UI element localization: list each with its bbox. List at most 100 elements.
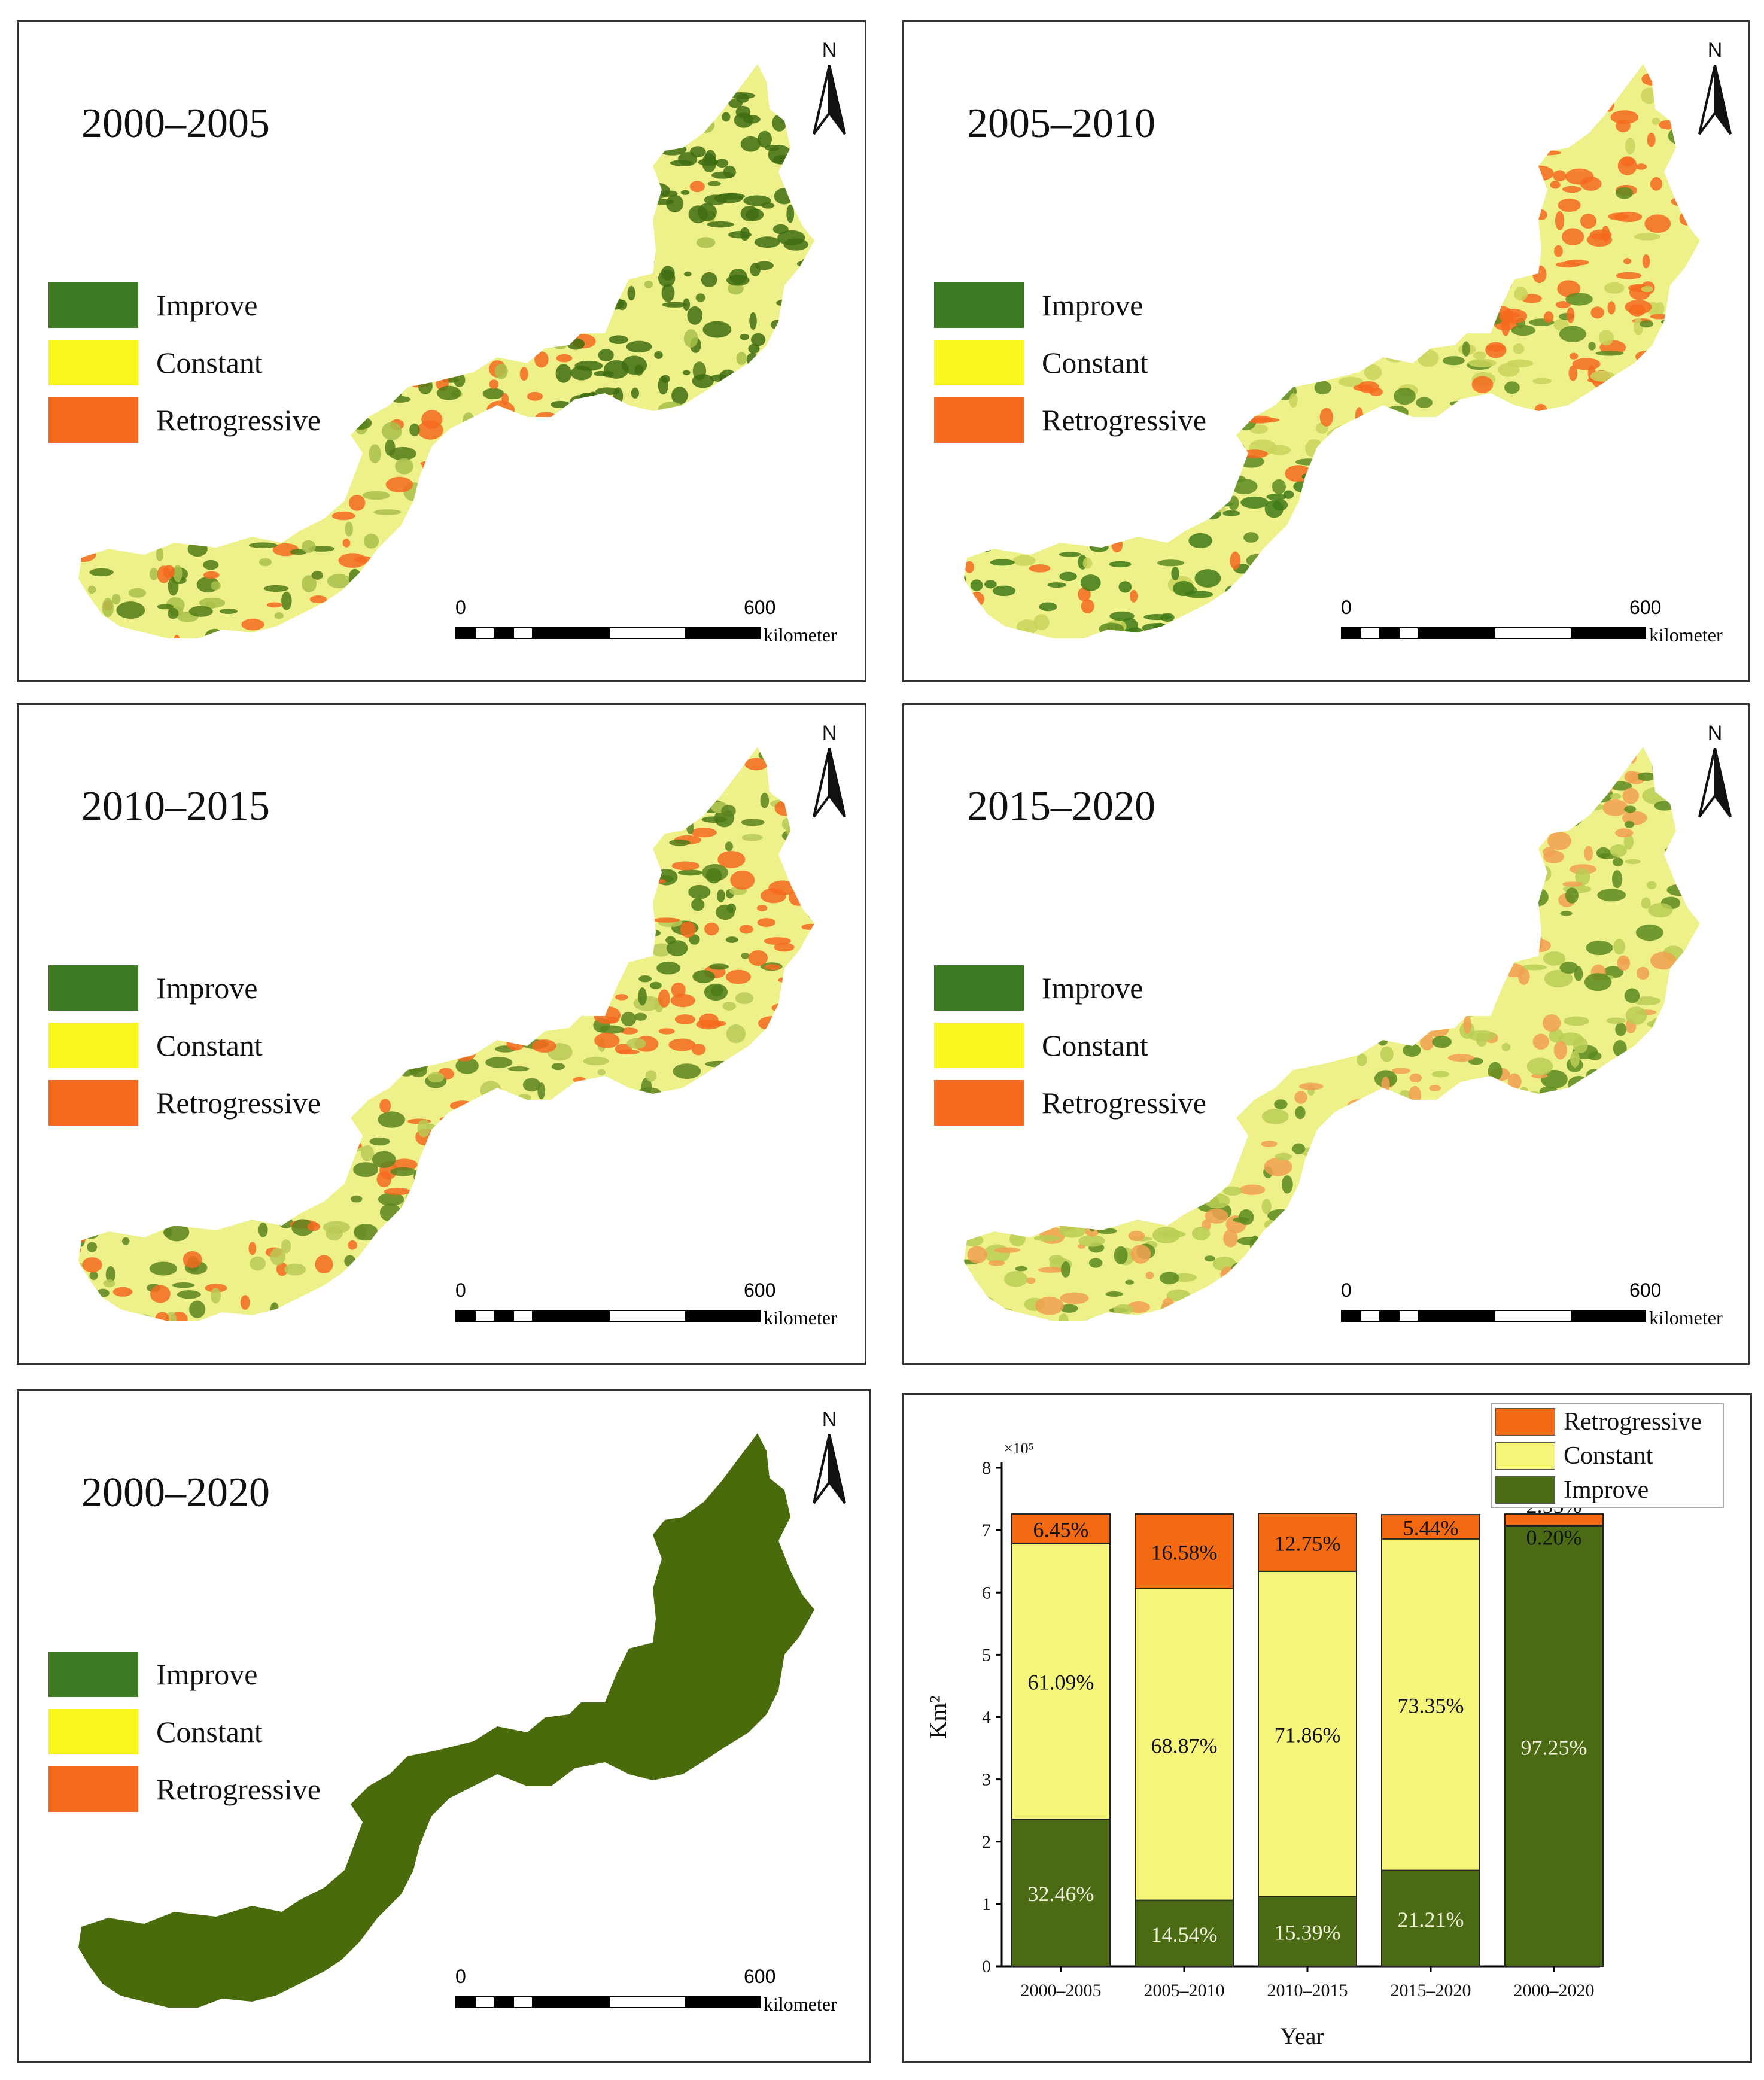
bar-value-label: 68.87% bbox=[1151, 1734, 1218, 1757]
scale-start-label: 0 bbox=[455, 1966, 466, 1987]
legend-swatch bbox=[934, 1023, 1024, 1068]
bar-value-label: 6.45% bbox=[1033, 1518, 1089, 1542]
chart-legend: Retrogressive Constant Improve bbox=[1491, 1403, 1724, 1508]
north-arrow-icon: N bbox=[805, 39, 853, 141]
scale-end-label: 600 bbox=[744, 1966, 776, 1987]
map-legend: Improve Constant Retrogressive bbox=[934, 959, 1206, 1132]
bar-segment-improve bbox=[1011, 1819, 1111, 1968]
bar-value-label: 0.20% bbox=[1526, 1525, 1582, 1549]
map-title: 2000–2020 bbox=[81, 1470, 270, 1516]
x-tick-label: 2000–2020 bbox=[1514, 1981, 1595, 2000]
y-tick-label: 1 bbox=[982, 1894, 991, 1914]
legend-label: Constant bbox=[156, 346, 263, 379]
scale-bar: 0 600 kilometer bbox=[455, 1279, 837, 1328]
map-legend: Improve Constant Retrogressive bbox=[48, 1646, 321, 1818]
scale-start-label: 0 bbox=[455, 597, 466, 618]
bar-value-label: 5.44% bbox=[1403, 1516, 1459, 1540]
scale-start-label: 0 bbox=[1341, 1279, 1352, 1301]
legend-label: Constant bbox=[1042, 346, 1148, 379]
legend-item-improve: Improve bbox=[934, 959, 1206, 1017]
bar-segment-retrogressive bbox=[1011, 1513, 1111, 1544]
map-legend: Improve Constant Retrogressive bbox=[48, 959, 321, 1132]
map-title: 2010–2015 bbox=[81, 783, 270, 829]
legend-item-retrogressive: Retrogressive bbox=[934, 1074, 1206, 1132]
bar-value-label: 21.21% bbox=[1398, 1908, 1464, 1932]
y-tick-label: 0 bbox=[982, 1957, 991, 1976]
legend-label: Retrogressive bbox=[1042, 1086, 1206, 1120]
legend-label: Retrogressive bbox=[156, 1086, 321, 1120]
map-legend: Improve Constant Retrogressive bbox=[934, 276, 1206, 449]
y-tick-label: 6 bbox=[982, 1583, 991, 1602]
legend-item-retrogressive: Retrogressive bbox=[48, 391, 321, 449]
chart-legend-label: Constant bbox=[1564, 1442, 1653, 1470]
scale-end-label: 600 bbox=[1629, 597, 1662, 618]
x-tick-label: 2005–2010 bbox=[1144, 1981, 1225, 2000]
map-panel-2015-2020: 2015–2020 Improve Constant Retrogressive N 0 6… bbox=[902, 703, 1750, 1365]
bar-segment-retrogressive bbox=[1504, 1513, 1604, 1526]
legend-swatch bbox=[48, 282, 138, 328]
legend-item-retrogressive: Retrogressive bbox=[48, 1760, 321, 1818]
north-label: N bbox=[1707, 722, 1723, 744]
legend-swatch bbox=[48, 1652, 138, 1697]
stacked-bar-chart: 0 1 2 3 4 5 6 7 8 ×10⁵ Km² Year 32.46% 61.09% 6.45% 200… bbox=[924, 1440, 1604, 2049]
north-arrow-icon: N bbox=[1691, 722, 1739, 823]
legend-label: Improve bbox=[156, 288, 258, 322]
legend-item-constant: Constant bbox=[48, 334, 321, 391]
map-title: 2000–2005 bbox=[81, 101, 270, 147]
scale-start-label: 0 bbox=[455, 1279, 466, 1301]
legend-item-improve: Improve bbox=[48, 1646, 321, 1703]
bar-value-label: 14.54% bbox=[1151, 1923, 1218, 1947]
legend-item-improve: Improve bbox=[48, 959, 321, 1017]
legend-item-improve: Improve bbox=[48, 276, 321, 334]
x-tick-label: 2015–2020 bbox=[1391, 1981, 1471, 2000]
legend-label: Retrogressive bbox=[1042, 403, 1206, 437]
legend-label: Improve bbox=[156, 1658, 258, 1691]
scale-bar: 0 600 kilometer bbox=[1341, 1279, 1723, 1328]
legend-item-constant: Constant bbox=[48, 1017, 321, 1074]
x-tick-label: 2000–2005 bbox=[1021, 1981, 1102, 2000]
bar-value-label: 71.86% bbox=[1275, 1723, 1341, 1747]
north-arrow-icon: N bbox=[1691, 39, 1739, 141]
chart-legend-swatch bbox=[1495, 1407, 1555, 1436]
bar-segment-constant bbox=[1135, 1588, 1234, 1901]
map-panel-2005-2010: 2005–2010 Improve Constant Retrogressive N 0 6… bbox=[902, 20, 1750, 682]
region-map bbox=[78, 747, 814, 1321]
y-tick-label: 4 bbox=[982, 1708, 991, 1728]
x-tick-label: 2010–2015 bbox=[1267, 1981, 1348, 2000]
x-axis-label: Year bbox=[1280, 2023, 1324, 2049]
scale-end-label: 600 bbox=[1629, 1279, 1662, 1301]
north-arrow-icon: N bbox=[805, 722, 853, 823]
chart-legend-swatch bbox=[1495, 1442, 1555, 1470]
legend-swatch bbox=[48, 1080, 138, 1126]
bar-segment-constant bbox=[1011, 1542, 1111, 1820]
map-panel-2000-2005: 2000–2005 Improve Constant Retrogressive N 0 6… bbox=[17, 20, 866, 682]
scale-bar: 0 600 kilometer bbox=[1341, 597, 1723, 646]
map-title: 2005–2010 bbox=[967, 101, 1155, 147]
scale-bar: 0 600 kilometer bbox=[455, 597, 837, 646]
legend-item-improve: Improve bbox=[934, 276, 1206, 334]
bar-value-label: 12.75% bbox=[1275, 1531, 1341, 1555]
legend-swatch bbox=[934, 282, 1024, 328]
legend-swatch bbox=[48, 1023, 138, 1068]
map-title: 2015–2020 bbox=[967, 783, 1155, 829]
legend-label: Constant bbox=[1042, 1029, 1148, 1062]
chart-legend-label: Improve bbox=[1564, 1476, 1649, 1504]
north-arrow-icon: N bbox=[805, 1408, 853, 1510]
legend-item-constant: Constant bbox=[934, 334, 1206, 391]
legend-swatch bbox=[48, 1709, 138, 1754]
chart-legend-label: Retrogressive bbox=[1564, 1407, 1702, 1436]
scale-start-label: 0 bbox=[1341, 597, 1352, 618]
region-map bbox=[964, 747, 1700, 1321]
stacked-bar-chart-panel: 0 1 2 3 4 5 6 7 8 ×10⁵ Km² Year 32.46% 61.09% 6.45% 200… bbox=[902, 1393, 1752, 2063]
y-multiplier-label: ×10⁵ bbox=[1004, 1440, 1034, 1457]
bar-value-label: 61.09% bbox=[1028, 1671, 1094, 1695]
bar-segment-improve bbox=[1381, 1869, 1480, 1968]
region-map bbox=[964, 64, 1700, 638]
legend-swatch bbox=[48, 965, 138, 1011]
y-tick-label: 3 bbox=[982, 1770, 991, 1790]
legend-label: Improve bbox=[1042, 288, 1143, 322]
bar-segment-retrogressive bbox=[1258, 1513, 1357, 1572]
y-tick-label: 7 bbox=[982, 1521, 991, 1540]
chart-legend-item-improve: Improve bbox=[1492, 1473, 1723, 1507]
north-label: N bbox=[822, 722, 837, 744]
